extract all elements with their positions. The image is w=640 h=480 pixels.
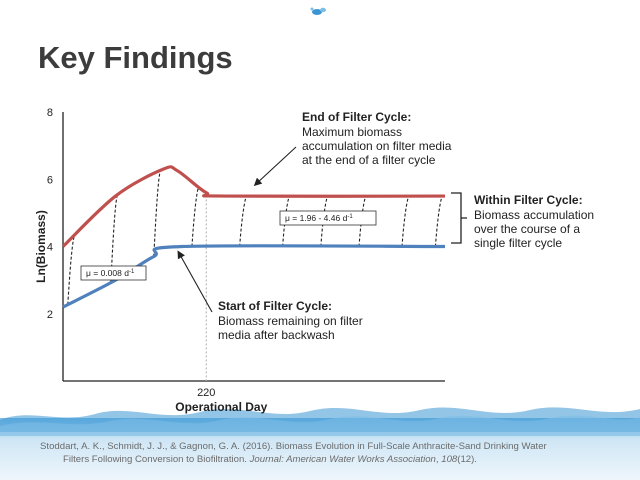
y-tick-label: 8 <box>47 107 53 119</box>
within-annotation-line: over the course of a <box>474 222 580 236</box>
within-annotation-line: Biomass accumulation <box>474 208 594 222</box>
citation-sep: , <box>435 454 442 465</box>
start-annotation-line: Biomass remaining on filter <box>218 314 363 328</box>
cycle-dashed-line <box>67 235 75 305</box>
y-tick-label: 2 <box>47 309 53 321</box>
y-tick-label: 6 <box>47 174 53 186</box>
citation: Stoddart, A. K., Schmidt, J. J., & Gagno… <box>40 440 620 466</box>
bubble-logo-icon <box>310 7 326 15</box>
citation-journal: Journal: American Water Works Associatio… <box>249 454 436 465</box>
citation-line-2-text: Filters Following Conversion to Biofiltr… <box>63 454 250 465</box>
start-of-cycle-line <box>62 244 446 309</box>
citation-line-1: Stoddart, A. K., Schmidt, J. J., & Gagno… <box>40 441 547 452</box>
within-bracket <box>451 192 467 244</box>
citation-line-2: Filters Following Conversion to Biofiltr… <box>40 453 620 466</box>
end-annotation-line: at the end of a filter cycle <box>302 153 436 167</box>
x-tick-label: 220 <box>197 387 215 399</box>
x-axis-label: Operational Day <box>175 400 267 414</box>
end-annotation-arrow <box>253 146 297 187</box>
citation-volume: 108 <box>441 454 458 465</box>
mu-long-label: μ = 0.008 d-1 <box>86 268 135 278</box>
water-wave-footer <box>0 407 640 480</box>
mu-short-box <box>279 210 377 226</box>
end-annotation-line: accumulation on filter media <box>302 139 452 153</box>
cycle-dashed-line <box>434 195 443 247</box>
start-annotation-arrow <box>177 250 213 313</box>
within-annotation-title: Within Filter Cycle: <box>474 193 583 207</box>
mu-long-box <box>80 265 147 281</box>
y-tick-label: 4 <box>47 242 53 254</box>
cycle-dashed-line <box>401 195 410 247</box>
cycle-dashed-line <box>239 195 247 247</box>
end-annotation-line: Maximum biomass <box>302 125 402 139</box>
within-annotation-line: single filter cycle <box>474 236 562 250</box>
y-axis-label: Ln(Biomass) <box>34 210 48 283</box>
mu-short-label: μ = 1.96 - 4.46 d-1 <box>285 213 353 223</box>
cycle-dashed-line <box>191 186 200 247</box>
start-annotation-line: media after backwash <box>218 328 335 342</box>
cycle-dashed-line <box>153 170 161 257</box>
citation-issue: (12). <box>457 454 477 465</box>
start-annotation-title: Start of Filter Cycle: <box>218 299 332 313</box>
end-annotation-title: End of Filter Cycle: <box>302 110 411 124</box>
end-of-cycle-line <box>61 165 446 248</box>
slide-title: Key Findings <box>38 40 233 75</box>
